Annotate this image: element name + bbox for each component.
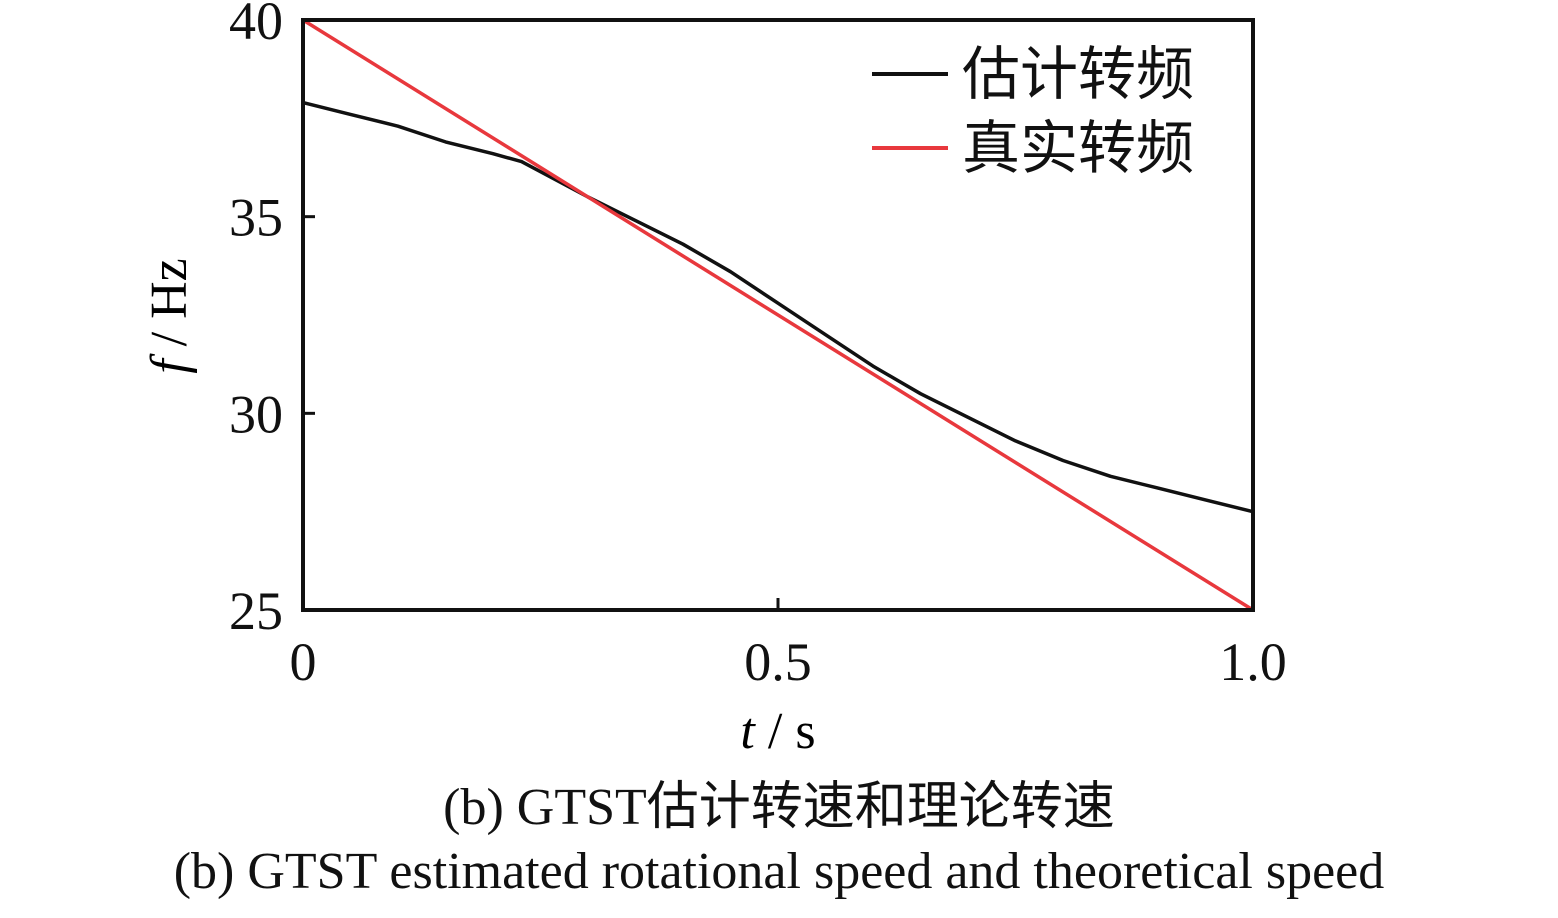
x-tick-label: 0 <box>290 632 317 692</box>
y-axis-label: f / Hz <box>141 258 198 374</box>
x-tick-label: 1.0 <box>1219 632 1287 692</box>
caption-chinese: (b) GTST估计转速和理论转速 <box>443 779 1115 836</box>
x-axis-label: t / s <box>740 703 815 760</box>
x-tick-label: 0.5 <box>744 632 812 692</box>
y-tick-label: 40 <box>229 0 283 51</box>
series-line-1 <box>302 100 1254 514</box>
series-line-2 <box>302 18 1254 612</box>
legend-label: 真实转频 <box>962 116 1194 181</box>
y-tick-label: 35 <box>229 188 283 248</box>
y-tick-label: 25 <box>229 581 283 641</box>
caption-english: (b) GTST estimated rotational speed and … <box>173 843 1385 900</box>
y-tick-label: 30 <box>229 384 283 444</box>
y-axis-unit: / Hz <box>141 258 198 359</box>
x-axis-variable: t <box>740 703 756 760</box>
x-axis-unit: / s <box>755 703 816 760</box>
legend-label: 估计转频 <box>962 42 1194 107</box>
